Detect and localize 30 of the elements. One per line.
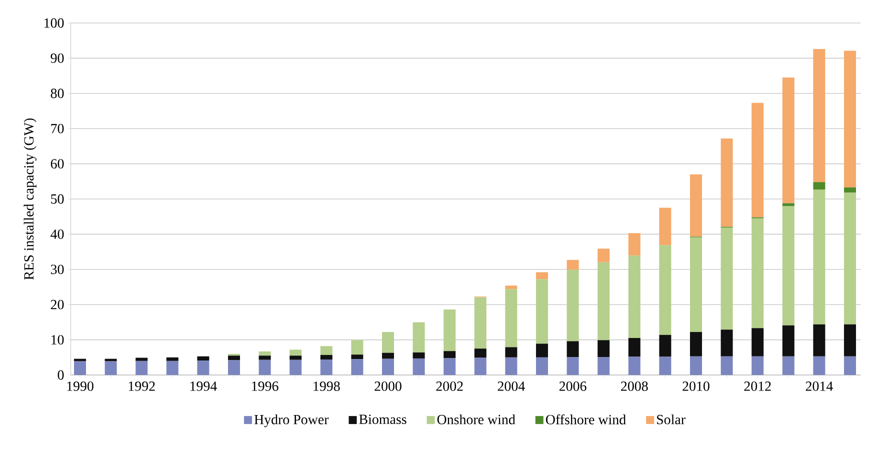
y-tick-label: 50 [51, 194, 64, 204]
x-tick-label: 2000 [374, 382, 402, 391]
y-tick-label: 90 [50, 53, 64, 63]
x-tick-label: 1994 [190, 382, 217, 391]
x-tick-label: 2004 [498, 382, 525, 391]
y-tick-label: 70 [51, 124, 64, 134]
y-tick-label: 10 [52, 335, 64, 345]
y-tick-label: 30 [50, 264, 64, 274]
y-tick-label: 60 [50, 159, 64, 169]
y-tick-label: 0 [58, 370, 64, 380]
legend-label: Solar [657, 414, 686, 424]
legend-label: Biomass [359, 414, 406, 424]
x-tick-label: 2012 [744, 382, 771, 391]
x-tick-label: 1996 [252, 382, 278, 391]
x-tick-label: 1992 [128, 382, 155, 391]
legend-label: Onshore wind [437, 414, 516, 424]
legend-label: Hydro Power [254, 414, 329, 428]
y-axis-title: RES installed capacity (GW) [24, 118, 36, 280]
y-tick-label: 40 [50, 229, 64, 239]
y-tick-label: 80 [50, 88, 64, 98]
x-tick-label: 1990 [67, 382, 94, 391]
y-tick-label: 20 [50, 300, 64, 310]
y-tick-label: 100 [44, 18, 64, 28]
legend-label: Offshore wind [546, 414, 626, 424]
x-tick-label: 2008 [621, 382, 648, 391]
x-tick-label: 2014 [806, 382, 833, 391]
x-tick-label: 1998 [314, 382, 340, 391]
x-tick-label: 2010 [682, 382, 710, 391]
x-tick-label: 2006 [559, 382, 586, 391]
x-tick-label: 2002 [436, 382, 463, 391]
